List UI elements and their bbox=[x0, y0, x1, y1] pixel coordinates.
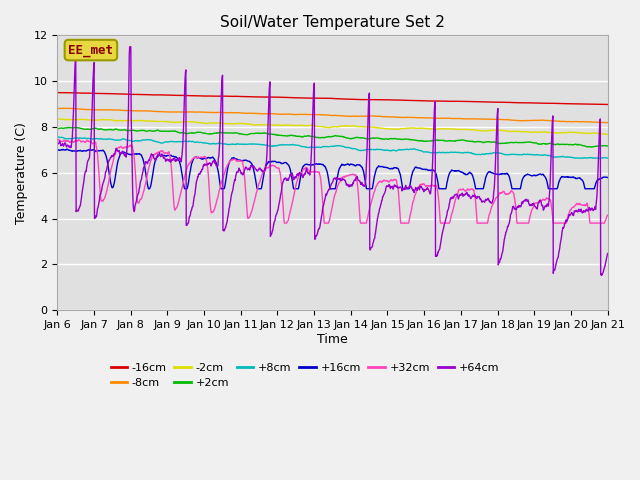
-8cm bbox=[238, 110, 246, 116]
-8cm bbox=[54, 106, 61, 111]
-8cm bbox=[490, 116, 498, 122]
+2cm bbox=[604, 143, 611, 149]
-16cm bbox=[538, 100, 546, 106]
Y-axis label: Temperature (C): Temperature (C) bbox=[15, 122, 28, 224]
-8cm bbox=[163, 109, 171, 115]
-16cm bbox=[163, 92, 170, 98]
+32cm bbox=[176, 194, 184, 200]
+8cm bbox=[54, 134, 61, 140]
Line: +8cm: +8cm bbox=[58, 137, 607, 158]
+8cm bbox=[539, 153, 547, 158]
Line: +2cm: +2cm bbox=[58, 127, 607, 147]
+16cm bbox=[54, 147, 61, 153]
-2cm bbox=[176, 119, 184, 125]
Line: -2cm: -2cm bbox=[58, 119, 607, 134]
+64cm bbox=[539, 203, 547, 208]
+32cm bbox=[281, 220, 289, 226]
+2cm bbox=[54, 126, 61, 132]
-8cm bbox=[419, 115, 426, 120]
-8cm bbox=[539, 117, 547, 123]
Line: +16cm: +16cm bbox=[58, 149, 607, 189]
+32cm bbox=[539, 197, 547, 203]
+2cm bbox=[539, 141, 547, 147]
Title: Soil/Water Temperature Set 2: Soil/Water Temperature Set 2 bbox=[220, 15, 445, 30]
Text: EE_met: EE_met bbox=[68, 44, 113, 57]
+64cm bbox=[238, 170, 246, 176]
Legend: -16cm, -8cm, -2cm, +2cm, +8cm, +16cm, +32cm, +64cm: -16cm, -8cm, -2cm, +2cm, +8cm, +16cm, +3… bbox=[106, 358, 504, 393]
-2cm bbox=[54, 116, 61, 122]
-2cm bbox=[57, 116, 65, 122]
+16cm bbox=[63, 146, 71, 152]
-2cm bbox=[490, 127, 498, 133]
+16cm bbox=[604, 175, 611, 180]
+64cm bbox=[598, 272, 605, 278]
+8cm bbox=[54, 134, 61, 140]
-2cm bbox=[539, 129, 547, 135]
+64cm bbox=[163, 157, 171, 163]
+32cm bbox=[163, 150, 170, 156]
+16cm bbox=[145, 186, 152, 192]
-16cm bbox=[418, 98, 426, 104]
+32cm bbox=[419, 181, 426, 187]
+16cm bbox=[163, 153, 171, 158]
-16cm bbox=[604, 102, 611, 108]
+2cm bbox=[490, 139, 498, 145]
+8cm bbox=[604, 155, 611, 161]
-16cm bbox=[237, 94, 245, 99]
+32cm bbox=[490, 199, 498, 205]
-2cm bbox=[419, 125, 426, 131]
+8cm bbox=[163, 139, 171, 144]
+8cm bbox=[176, 139, 184, 144]
X-axis label: Time: Time bbox=[317, 333, 348, 346]
+16cm bbox=[539, 172, 547, 178]
-8cm bbox=[176, 109, 184, 115]
+32cm bbox=[237, 158, 245, 164]
+64cm bbox=[490, 187, 498, 193]
Line: -16cm: -16cm bbox=[58, 93, 607, 105]
-2cm bbox=[604, 132, 611, 137]
Line: +64cm: +64cm bbox=[58, 47, 607, 275]
+2cm bbox=[238, 131, 246, 137]
+2cm bbox=[176, 130, 184, 136]
-8cm bbox=[603, 120, 611, 125]
+64cm bbox=[176, 157, 184, 163]
+32cm bbox=[604, 212, 611, 218]
+16cm bbox=[419, 166, 426, 172]
-2cm bbox=[163, 119, 171, 125]
+2cm bbox=[163, 129, 171, 134]
-16cm bbox=[54, 90, 61, 96]
+2cm bbox=[71, 124, 79, 130]
+2cm bbox=[586, 144, 594, 150]
+8cm bbox=[596, 156, 604, 161]
+64cm bbox=[604, 251, 611, 256]
+64cm bbox=[126, 44, 134, 49]
-8cm bbox=[66, 106, 74, 111]
+8cm bbox=[238, 142, 246, 147]
-16cm bbox=[176, 93, 184, 98]
+32cm bbox=[54, 136, 61, 142]
-8cm bbox=[604, 120, 611, 125]
+64cm bbox=[54, 141, 61, 147]
+2cm bbox=[419, 138, 426, 144]
+8cm bbox=[490, 150, 498, 156]
Line: -8cm: -8cm bbox=[58, 108, 607, 122]
+64cm bbox=[419, 185, 426, 191]
+16cm bbox=[177, 163, 184, 168]
Line: +32cm: +32cm bbox=[58, 139, 607, 223]
+16cm bbox=[238, 157, 246, 163]
+8cm bbox=[419, 148, 426, 154]
-16cm bbox=[490, 99, 497, 105]
-2cm bbox=[238, 121, 246, 127]
+16cm bbox=[490, 171, 498, 177]
